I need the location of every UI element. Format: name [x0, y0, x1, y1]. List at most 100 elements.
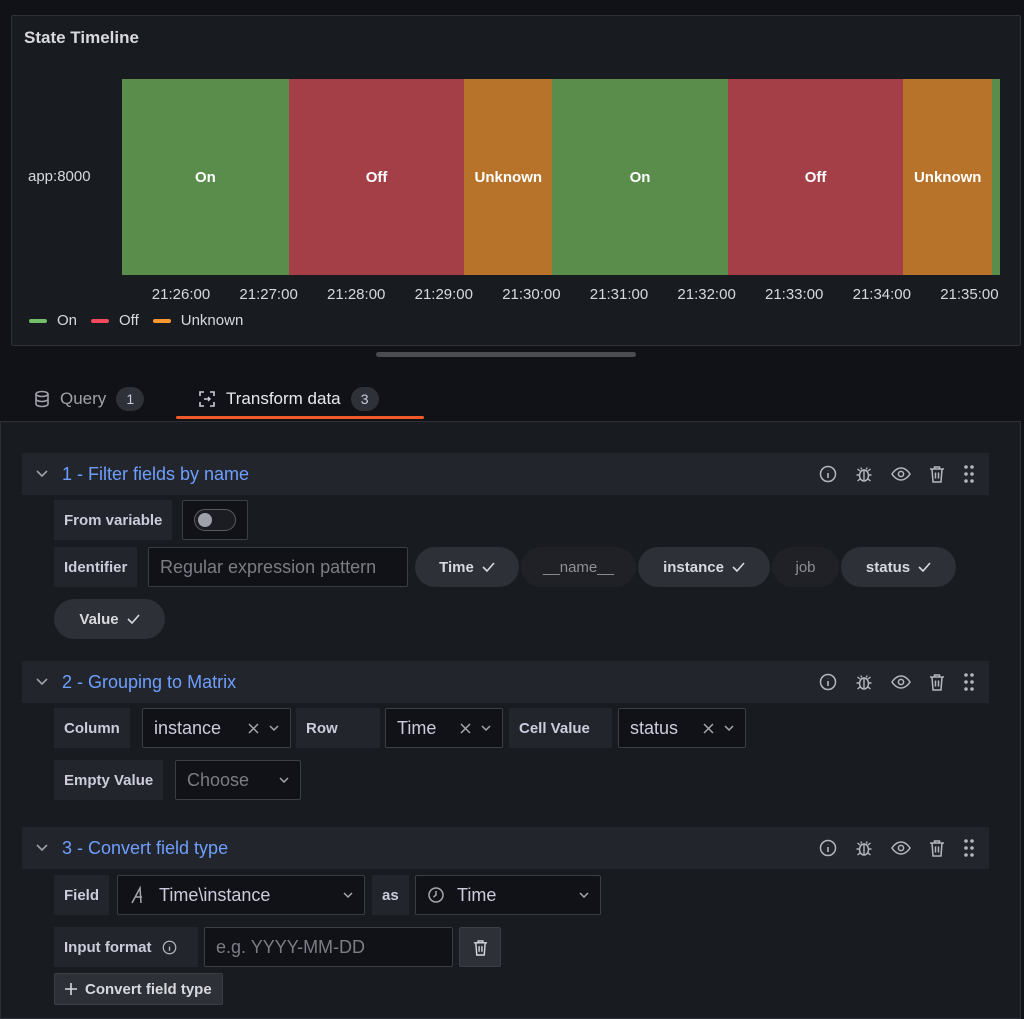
- empty-value-select[interactable]: Choose: [175, 760, 301, 800]
- timeline-segment-on[interactable]: On: [552, 79, 728, 275]
- field-pill-instance[interactable]: instance: [638, 547, 770, 587]
- identifier-placeholder: Regular expression pattern: [160, 556, 377, 577]
- legend-item[interactable]: Unknown: [152, 312, 244, 329]
- field-pill-label: Time: [439, 558, 474, 576]
- timeline-tick-label: 21:27:00: [239, 286, 298, 303]
- timeline-segment-unknown[interactable]: Unknown: [464, 79, 553, 275]
- transform-icon: [199, 391, 215, 407]
- eye-icon[interactable]: [891, 674, 911, 690]
- timeline-segment-unknown[interactable]: Unknown: [903, 79, 993, 275]
- transform-3-header[interactable]: 3 - Convert field type: [22, 827, 989, 869]
- drag-handle-icon[interactable]: [963, 672, 975, 692]
- field-pill-name[interactable]: __name__: [521, 547, 636, 587]
- type-select-value: Time: [457, 884, 497, 905]
- field-select-value: Time\instance: [159, 884, 271, 905]
- field-pill-time[interactable]: Time: [415, 547, 519, 587]
- legend-label: On: [57, 312, 78, 329]
- input-format-label: Input format: [54, 927, 198, 967]
- chevron-down-icon: [481, 725, 491, 731]
- add-convert-label: Convert field type: [85, 980, 212, 998]
- clear-icon[interactable]: [460, 722, 471, 734]
- cell-value-select[interactable]: status: [618, 708, 746, 748]
- chevron-down-icon: [269, 725, 279, 731]
- debug-icon[interactable]: [855, 465, 873, 483]
- cell-value-label: Cell Value: [509, 708, 612, 748]
- from-variable-label: From variable: [54, 500, 173, 540]
- debug-icon[interactable]: [855, 839, 873, 857]
- info-icon[interactable]: [819, 839, 837, 857]
- chevron-down-icon[interactable]: [22, 470, 62, 478]
- timeline-segment-off[interactable]: Off: [727, 79, 904, 275]
- tab-transform-label: Transform data: [226, 389, 341, 408]
- from-variable-toggle[interactable]: [194, 509, 236, 531]
- eye-icon[interactable]: [891, 466, 911, 482]
- timeline-tick-label: 21:28:00: [326, 286, 386, 303]
- type-select[interactable]: Time: [415, 875, 601, 915]
- row-select[interactable]: Time: [385, 708, 503, 748]
- field-label: Field: [54, 875, 110, 915]
- legend-label: Unknown: [180, 312, 244, 329]
- timeline-tick-label: 21:32:00: [677, 286, 736, 303]
- field-select[interactable]: Time\instance: [117, 875, 365, 915]
- timeline-segment-off[interactable]: Off: [288, 79, 465, 275]
- clear-icon[interactable]: [703, 722, 714, 734]
- field-pill-label: instance: [663, 558, 724, 576]
- string-type-icon: [131, 885, 142, 904]
- legend-item[interactable]: Off: [91, 312, 139, 329]
- transform-2-header[interactable]: 2 - Grouping to Matrix: [22, 661, 989, 703]
- tab-query[interactable]: Query 1: [34, 380, 145, 418]
- transform-1-title: 1 - Filter fields by name: [62, 463, 250, 484]
- panel-title: State Timeline: [24, 28, 139, 47]
- timeline-segment-on[interactable]: On: [122, 79, 289, 275]
- check-icon: [482, 562, 495, 572]
- add-convert-field-type-button[interactable]: Convert field type: [54, 973, 223, 1005]
- info-icon[interactable]: [819, 465, 837, 483]
- timeline-tick-label: 21:33:00: [764, 286, 824, 303]
- input-format-input[interactable]: e.g. YYYY-MM-DD: [204, 927, 453, 967]
- active-tab-indicator: [176, 416, 424, 419]
- legend-item[interactable]: On: [29, 312, 77, 329]
- as-label: as: [372, 875, 409, 915]
- transform-count-badge: 3: [350, 387, 379, 411]
- trash-icon[interactable]: [929, 673, 945, 691]
- identifier-label: Identifier: [54, 547, 138, 587]
- field-pill-status[interactable]: status: [841, 547, 956, 587]
- eye-icon[interactable]: [891, 840, 911, 856]
- info-icon[interactable]: [819, 673, 837, 691]
- check-icon: [732, 562, 745, 572]
- identifier-input[interactable]: Regular expression pattern: [148, 547, 408, 587]
- debug-icon[interactable]: [855, 673, 873, 691]
- clear-icon[interactable]: [248, 722, 259, 734]
- field-pill-label: status: [865, 558, 911, 576]
- column-select[interactable]: instance: [142, 708, 291, 748]
- field-pill-label: __name__: [543, 558, 614, 576]
- field-pill-label: job: [795, 558, 816, 576]
- delete-conversion-button[interactable]: [459, 927, 501, 967]
- tab-transform-data[interactable]: Transform data 3: [176, 380, 424, 418]
- transform-3-title: 3 - Convert field type: [62, 837, 229, 858]
- row-label: Row: [296, 708, 380, 748]
- panel-resize-splitter[interactable]: [376, 352, 636, 357]
- field-pill-job[interactable]: job: [772, 547, 839, 587]
- legend-label: Off: [119, 312, 139, 329]
- transform-2-title: 2 - Grouping to Matrix: [62, 671, 237, 692]
- drag-handle-icon[interactable]: [963, 838, 975, 858]
- drag-handle-icon[interactable]: [963, 464, 975, 484]
- info-icon[interactable]: [162, 940, 177, 955]
- chevron-down-icon[interactable]: [22, 844, 62, 852]
- trash-icon[interactable]: [929, 839, 945, 857]
- timeline-segment-on[interactable]: [992, 79, 1000, 275]
- timeline-tick-label: 21:30:00: [502, 286, 561, 303]
- chevron-down-icon[interactable]: [22, 678, 62, 686]
- query-count-badge: 1: [116, 387, 145, 411]
- database-icon: [35, 390, 49, 408]
- trash-icon[interactable]: [929, 465, 945, 483]
- input-format-placeholder: e.g. YYYY-MM-DD: [216, 936, 366, 957]
- field-pill-value[interactable]: Value: [54, 599, 165, 639]
- row-select-value: Time: [397, 717, 437, 738]
- timeline-tick-label: 21:35:00: [940, 286, 999, 303]
- empty-value-label: Empty Value: [54, 760, 164, 800]
- legend-swatch: [91, 318, 110, 323]
- clock-icon: [428, 887, 444, 903]
- transform-1-header[interactable]: 1 - Filter fields by name: [22, 453, 989, 495]
